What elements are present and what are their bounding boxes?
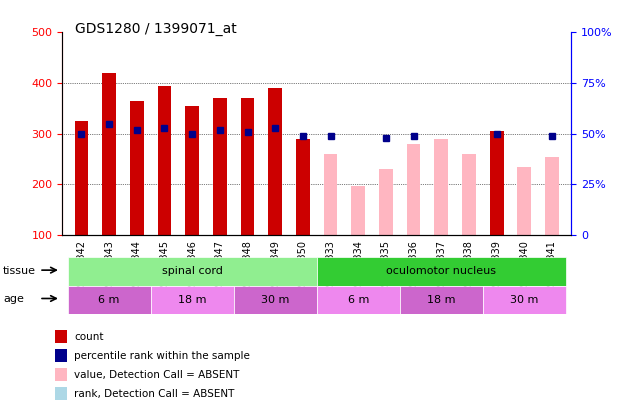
Bar	[68, 257, 317, 286]
Bar	[55, 330, 66, 343]
Bar	[324, 154, 337, 235]
Text: age: age	[3, 294, 24, 304]
Bar	[213, 98, 227, 235]
Text: percentile rank within the sample: percentile rank within the sample	[75, 351, 250, 361]
Bar	[407, 144, 420, 235]
Bar	[462, 154, 476, 235]
Text: 18 m: 18 m	[178, 295, 206, 305]
Text: 30 m: 30 m	[510, 295, 538, 305]
Bar	[483, 286, 566, 314]
Bar	[490, 131, 504, 235]
Text: count: count	[75, 332, 104, 342]
Bar	[240, 98, 255, 235]
Text: tissue: tissue	[3, 266, 36, 275]
Bar	[55, 387, 66, 400]
Bar	[75, 121, 88, 235]
Text: 30 m: 30 m	[261, 295, 289, 305]
Text: 6 m: 6 m	[99, 295, 120, 305]
Bar	[517, 166, 531, 235]
Text: 6 m: 6 m	[348, 295, 369, 305]
Bar	[55, 349, 66, 362]
Bar	[296, 139, 310, 235]
Bar	[400, 286, 483, 314]
Bar	[379, 169, 393, 235]
Text: oculomotor nucleus: oculomotor nucleus	[386, 266, 496, 276]
Bar	[55, 368, 66, 381]
Text: value, Detection Call = ABSENT: value, Detection Call = ABSENT	[75, 370, 240, 380]
Bar	[317, 286, 400, 314]
Text: GDS1280 / 1399071_at: GDS1280 / 1399071_at	[75, 22, 236, 36]
Bar	[351, 186, 365, 235]
Bar	[233, 286, 317, 314]
Bar	[130, 101, 143, 235]
Text: 18 m: 18 m	[427, 295, 455, 305]
Bar	[158, 85, 171, 235]
Bar	[68, 286, 151, 314]
Bar	[434, 139, 448, 235]
Bar	[268, 88, 282, 235]
Bar	[545, 158, 559, 235]
Bar	[185, 106, 199, 235]
Bar	[102, 73, 116, 235]
Bar	[151, 286, 233, 314]
Bar	[317, 257, 566, 286]
Text: rank, Detection Call = ABSENT: rank, Detection Call = ABSENT	[75, 389, 235, 399]
Text: spinal cord: spinal cord	[161, 266, 222, 276]
